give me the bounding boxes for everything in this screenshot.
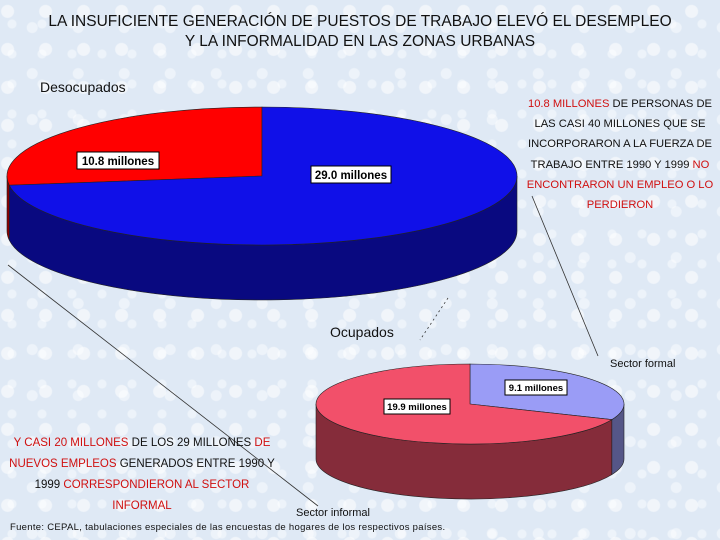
- big-pie: [6, 106, 518, 301]
- category-label-ocupados: Ocupados: [330, 324, 394, 340]
- chart-title: LA INSUFICIENTE GENERACIÓN DE PUESTOS DE…: [0, 12, 720, 52]
- ocupados-slice: [8, 106, 518, 246]
- data-label-box-informal: [383, 398, 451, 415]
- connector-line-left: [7, 264, 319, 507]
- small-pie: [315, 363, 625, 500]
- chart-title-line2: Y LA INFORMALIDAD EN LAS ZONAS URBANAS: [184, 33, 536, 50]
- connector-line-note: [531, 195, 599, 357]
- category-label-sector-formal: Sector formal: [610, 358, 675, 370]
- desocupados-side: [6, 175, 10, 241]
- data-label-box-employed: [310, 165, 392, 184]
- category-label-desocupados: Desocupados: [40, 79, 126, 95]
- data-label-informal: 19.9 millones: [387, 402, 447, 413]
- note-right-highlight-2: NO ENCONTRARON UN EMPLEO O LO PERDIERON: [526, 158, 714, 212]
- source-note: Fuente: CEPAL, tabulaciones especiales d…: [10, 522, 446, 533]
- data-label-employed: 29.0 millones: [315, 170, 387, 182]
- chart-title-line1: LA INSUFICIENTE GENERACIÓN DE PUESTOS DE…: [48, 13, 672, 30]
- note-right-text: DE PERSONAS DE LAS CASI 40 MILLONES QUE …: [527, 98, 713, 171]
- data-label-box-unemployed: [76, 151, 160, 170]
- note-left-highlight-1: Y CASI 20 MILLONES: [13, 437, 129, 449]
- desocupados-slice: [6, 106, 263, 186]
- note-right: 10.8 MILLONES DE PERSONAS DE LAS CASI 40…: [522, 94, 718, 215]
- sector-informal-slice: [315, 363, 613, 445]
- data-label-formal: 9.1 millones: [509, 383, 563, 394]
- note-left: Y CASI 20 MILLONES DE LOS 29 MILLONES DE…: [4, 433, 280, 517]
- connector-line-right: [419, 297, 449, 341]
- note-left-highlight-3: CORRESPONDIERON AL SECTOR INFORMAL: [63, 479, 250, 512]
- note-right-highlight-1: 10.8 MILLONES: [527, 98, 610, 110]
- note-left-text-2: GENERADOS ENTRE 1990 Y 1999: [34, 458, 275, 491]
- note-left-highlight-2: DE NUEVOS EMPLEOS: [9, 437, 271, 470]
- data-label-unemployed: 10.8 millones: [82, 156, 154, 168]
- data-label-box-formal: [504, 379, 568, 396]
- category-label-sector-informal: Sector informal: [296, 507, 370, 519]
- note-left-text-1: DE LOS 29 MILLONES: [128, 437, 255, 449]
